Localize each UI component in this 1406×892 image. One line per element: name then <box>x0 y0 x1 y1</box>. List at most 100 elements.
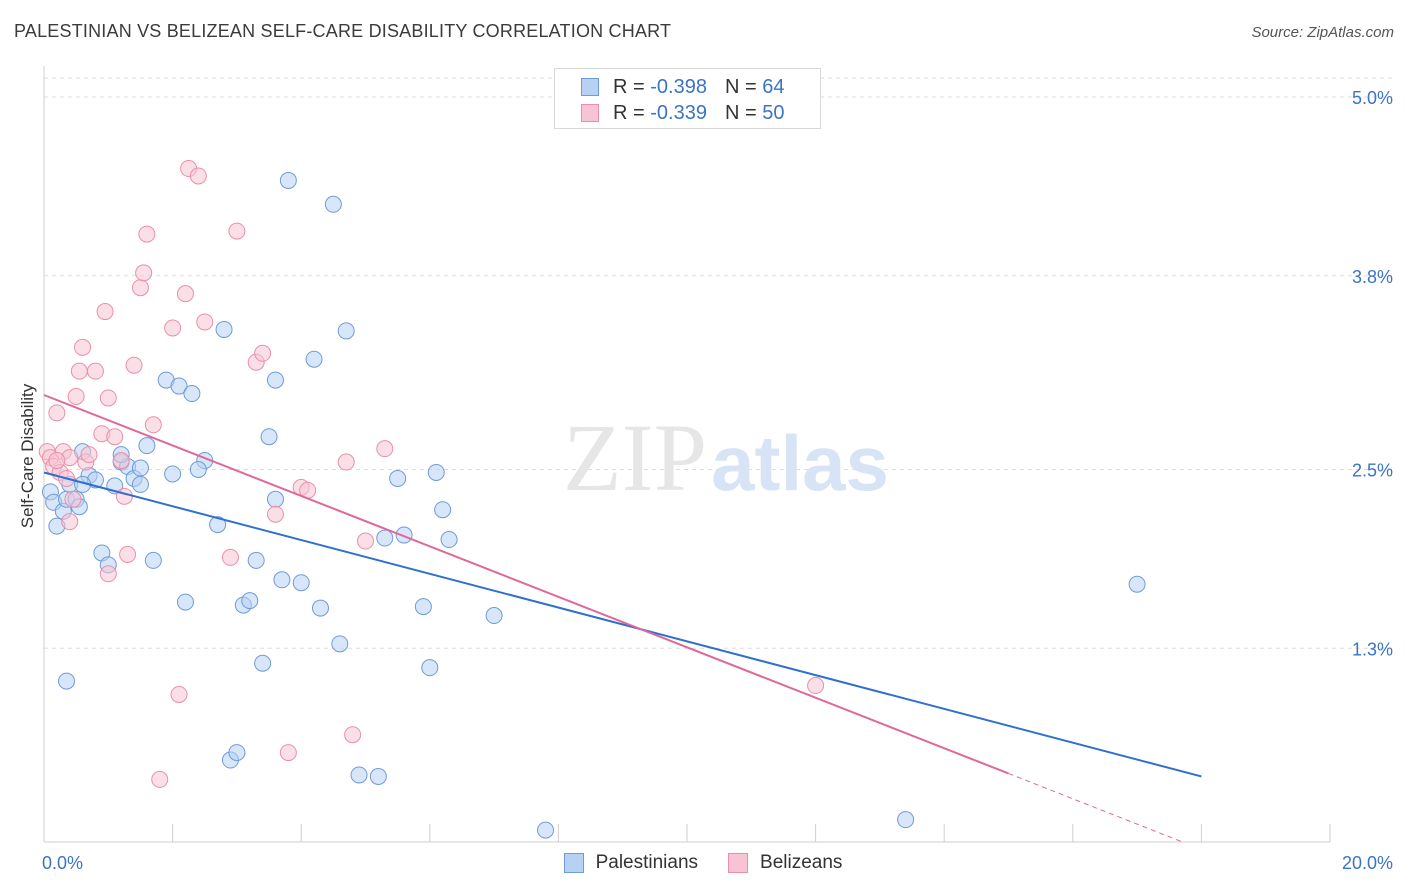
x-tick-label: 0.0% <box>42 853 83 873</box>
palestinian-point <box>189 461 207 478</box>
palestinian-point <box>485 607 503 625</box>
belizean-point <box>74 338 92 356</box>
legend-n-label: N = <box>724 75 757 98</box>
belizean-point <box>86 362 104 380</box>
palestinian-point <box>414 598 432 616</box>
belizean-point <box>80 446 98 464</box>
y-tick-label: 3.8% <box>1352 267 1393 287</box>
belizeans-legend-swatch <box>728 853 749 873</box>
palestinian-point <box>389 469 407 487</box>
belizeans-trend-line <box>43 394 1009 775</box>
belizean-point <box>96 303 114 321</box>
palestinian-point <box>266 490 284 508</box>
belizean-point <box>48 452 66 470</box>
belizean-point <box>279 744 297 762</box>
belizean-point <box>106 428 124 446</box>
chart-source: Source: ZipAtlas.com <box>1251 24 1394 41</box>
palestinian-point <box>273 571 291 589</box>
belizean-point <box>64 490 82 508</box>
legend-n-value: 50 <box>762 101 785 124</box>
x-tick-label: 20.0% <box>1342 853 1393 873</box>
palestinians-swatch <box>581 78 599 96</box>
belizean-point <box>170 685 188 703</box>
palestinian-point <box>537 821 555 839</box>
belizean-point <box>228 222 246 240</box>
palestinian-point <box>131 475 149 493</box>
legend-n-value: 64 <box>762 75 785 98</box>
belizean-point <box>807 677 825 695</box>
palestinian-point <box>421 659 439 677</box>
palestinian-point <box>369 767 387 785</box>
palestinian-point <box>247 551 265 569</box>
palestinian-point <box>144 551 162 569</box>
belizean-point <box>61 513 79 531</box>
y-tick-label: 2.5% <box>1352 461 1393 481</box>
belizean-point <box>70 362 88 380</box>
palestinian-point <box>131 459 149 477</box>
belizean-point <box>344 726 362 744</box>
belizean-point <box>357 532 374 550</box>
legend-r-label: R = <box>613 101 645 124</box>
palestinian-point <box>1128 575 1146 593</box>
belizean-point <box>196 313 214 331</box>
palestinian-point <box>897 811 915 829</box>
legend-n-label: N = <box>724 101 757 124</box>
palestinian-point <box>427 463 445 481</box>
palestinian-point <box>58 672 76 690</box>
palestinian-point <box>254 654 272 672</box>
watermark-atlas: atlas <box>711 419 889 507</box>
palestinian-point <box>183 385 201 403</box>
legend-r-label: R = <box>613 75 645 98</box>
belizean-point <box>119 545 137 563</box>
palestinian-point <box>260 428 278 446</box>
belizean-point <box>376 440 394 458</box>
palestinian-point <box>292 574 310 592</box>
belizean-point <box>266 505 284 523</box>
palestinian-point <box>209 516 227 534</box>
legend-r-value: -0.339 <box>650 101 707 124</box>
belizeans-swatch <box>581 104 599 122</box>
palestinian-point <box>138 437 156 455</box>
belizean-point <box>254 344 272 362</box>
palestinian-point <box>395 526 413 544</box>
palestinian-point <box>176 593 194 611</box>
belizeans-trend-extension <box>1008 772 1183 843</box>
palestinians-trend-line <box>43 471 1202 778</box>
palestinian-point <box>337 322 355 340</box>
belizean-point <box>337 453 355 471</box>
palestinians-legend-swatch <box>563 853 584 873</box>
palestinian-point <box>440 531 458 549</box>
palestinian-point <box>311 599 329 617</box>
belizean-point <box>131 279 149 297</box>
belizean-point <box>135 264 153 282</box>
y-axis-label: Self-Care Disability <box>18 383 37 528</box>
y-tick-label: 1.3% <box>1352 639 1393 659</box>
palestinian-point <box>434 501 452 519</box>
watermark: ZIP atlas <box>563 404 889 511</box>
belizean-point <box>112 452 130 470</box>
legend-item-palestinians: Palestinians <box>563 852 699 874</box>
legend-r-value: -0.398 <box>650 75 707 98</box>
palestinian-point <box>170 377 188 395</box>
legend-label-palestinians: Palestinians <box>595 852 699 873</box>
belizean-point <box>189 167 207 185</box>
palestinian-point <box>305 350 323 368</box>
y-tick-label: 5.0% <box>1352 88 1393 108</box>
belizean-point <box>151 770 169 788</box>
belizean-point <box>115 487 133 505</box>
belizean-point <box>138 225 156 243</box>
correlation-legend: R = -0.398 N = 64 R = -0.339 N = 50 <box>554 68 821 129</box>
palestinian-point <box>228 744 246 762</box>
belizean-point <box>221 548 239 566</box>
belizean-point <box>125 356 143 374</box>
legend-label-belizeans: Belizeans <box>760 852 843 873</box>
palestinian-point <box>241 592 259 610</box>
belizean-point <box>164 319 182 337</box>
palestinian-point <box>279 171 297 189</box>
palestinian-point <box>376 529 394 547</box>
series-legend: Palestinians Belizeans <box>0 852 1406 874</box>
belizean-point <box>67 387 85 405</box>
legend-row-belizeans: R = -0.339 N = 50 <box>581 101 784 125</box>
watermark-zip: ZIP <box>563 404 707 511</box>
